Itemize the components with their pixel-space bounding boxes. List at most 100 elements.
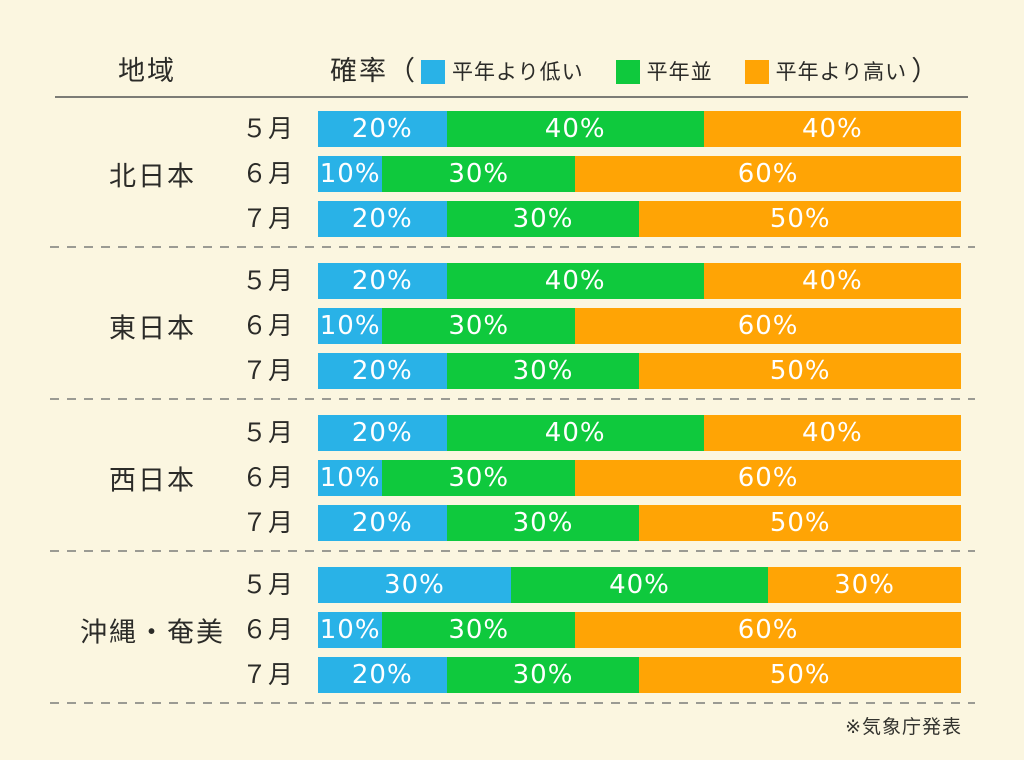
bar-segment: 60% [575,460,961,496]
month-label: ６月 [241,615,294,644]
bar-row: ５月 20% 40% 40% [0,263,1024,299]
stacked-bar: 10% 30% 60% [318,460,961,496]
stacked-bar: 20% 40% 40% [318,263,961,299]
paren-close: ） [911,56,939,87]
stacked-bar: 20% 30% 50% [318,657,961,693]
month-label: ５月 [241,418,294,447]
stacked-bar: 20% 30% 50% [318,201,961,237]
bar-segment: 50% [639,505,961,541]
legend-item-2: 平年より高い [744,52,908,92]
bar-row: ５月 20% 40% 40% [0,415,1024,451]
probability-header: 確率 （ 平年より低い 平年並 平年より高い ） [330,52,938,92]
bar-segment: 60% [575,612,961,648]
legend-item-1: 平年並 [615,52,713,92]
bar-row: ７月 20% 30% 50% [0,657,1024,693]
month-label: ５月 [241,266,294,295]
source-note: ※気象庁発表 [845,716,962,738]
bar-segment: 50% [639,353,961,389]
bar-segment: 30% [318,567,511,603]
stacked-bar: 20% 40% 40% [318,111,961,147]
stacked-bar: 10% 30% 60% [318,308,961,344]
bar-segment: 30% [446,505,640,541]
bar-row: ７月 20% 30% 50% [0,201,1024,237]
group-separator [50,550,975,552]
month-label: ５月 [241,114,294,143]
bar-segment: 40% [446,415,704,451]
bar-segment: 20% [318,111,447,147]
bar-segment: 20% [318,263,447,299]
stacked-bar: 10% 30% 60% [318,612,961,648]
bar-row: ６月 10% 30% 60% [0,308,1024,344]
bar-segment: 40% [703,415,961,451]
bar-segment: 30% [382,612,576,648]
paren-open: （ [388,56,415,87]
legend-item-0: 平年より低い [421,52,584,92]
month-label: ７月 [241,356,294,385]
month-label: ５月 [241,570,294,599]
legend-swatch-icon [744,60,769,84]
bar-segment: 40% [703,111,961,147]
group-separator [50,246,975,248]
bar-segment: 10% [318,460,383,496]
bar-segment: 30% [382,156,576,192]
legend-label: 平年より高い [775,60,908,84]
stacked-bar: 10% 30% 60% [318,156,961,192]
bar-segment: 10% [318,156,383,192]
group-separator [50,702,975,704]
probability-label: 確率 [330,56,388,87]
region-column-header: 地域 [118,56,176,87]
region-group-0: 北日本 ５月 20% 40% 40% ６月 10% 30% 60% ７月 20% 30% 50% [0,111,1024,237]
legend-label: 平年並 [646,60,713,84]
bar-segment: 40% [446,263,704,299]
bar-segment: 20% [318,657,447,693]
legend-label: 平年より低い [452,60,584,84]
bar-segment: 30% [446,353,640,389]
legend: 平年より低い 平年並 平年より高い [421,52,907,92]
header-divider [55,96,968,98]
month-label: ６月 [241,311,294,340]
bar-segment: 20% [318,415,447,451]
region-label: 東日本 [109,313,196,345]
bar-segment: 10% [318,612,383,648]
bar-segment: 50% [639,201,961,237]
stacked-bar: 30% 40% 30% [318,567,961,603]
stacked-bar: 20% 30% 50% [318,505,961,541]
bar-segment: 20% [318,505,447,541]
bar-row: ５月 20% 40% 40% [0,111,1024,147]
region-label: 北日本 [109,161,196,193]
stacked-bar: 20% 40% 40% [318,415,961,451]
legend-swatch-icon [421,60,445,84]
bar-segment: 40% [446,111,704,147]
month-label: ７月 [241,204,294,233]
bar-row: ６月 10% 30% 60% [0,612,1024,648]
stacked-bar: 20% 30% 50% [318,353,961,389]
bar-segment: 30% [382,460,576,496]
bar-row: ６月 10% 30% 60% [0,156,1024,192]
bar-segment: 30% [382,308,576,344]
bar-segment: 10% [318,308,383,344]
region-group-2: 西日本 ５月 20% 40% 40% ６月 10% 30% 60% ７月 20% 30% 50% [0,415,1024,541]
bar-row: ７月 20% 30% 50% [0,353,1024,389]
bar-segment: 40% [510,567,769,603]
region-group-3: 沖縄・奄美 ５月 30% 40% 30% ６月 10% 30% 60% ７月 20% 30% 50% [0,567,1024,693]
bar-segment: 30% [446,657,640,693]
bar-segment: 30% [446,201,640,237]
bar-segment: 40% [703,263,961,299]
region-group-1: 東日本 ５月 20% 40% 40% ６月 10% 30% 60% ７月 20% 30% 50% [0,263,1024,389]
bar-segment: 60% [575,156,961,192]
region-label: 沖縄・奄美 [80,617,225,649]
month-label: ６月 [241,159,294,188]
month-label: ６月 [241,463,294,492]
month-label: ７月 [241,660,294,689]
bar-segment: 20% [318,353,447,389]
region-label: 西日本 [109,465,196,497]
bar-row: ７月 20% 30% 50% [0,505,1024,541]
month-label: ７月 [241,508,294,537]
bar-segment: 30% [768,567,961,603]
bar-segment: 60% [575,308,961,344]
legend-swatch-icon [615,60,640,84]
bar-row: ６月 10% 30% 60% [0,460,1024,496]
bar-row: ５月 30% 40% 30% [0,567,1024,603]
bar-segment: 50% [639,657,961,693]
